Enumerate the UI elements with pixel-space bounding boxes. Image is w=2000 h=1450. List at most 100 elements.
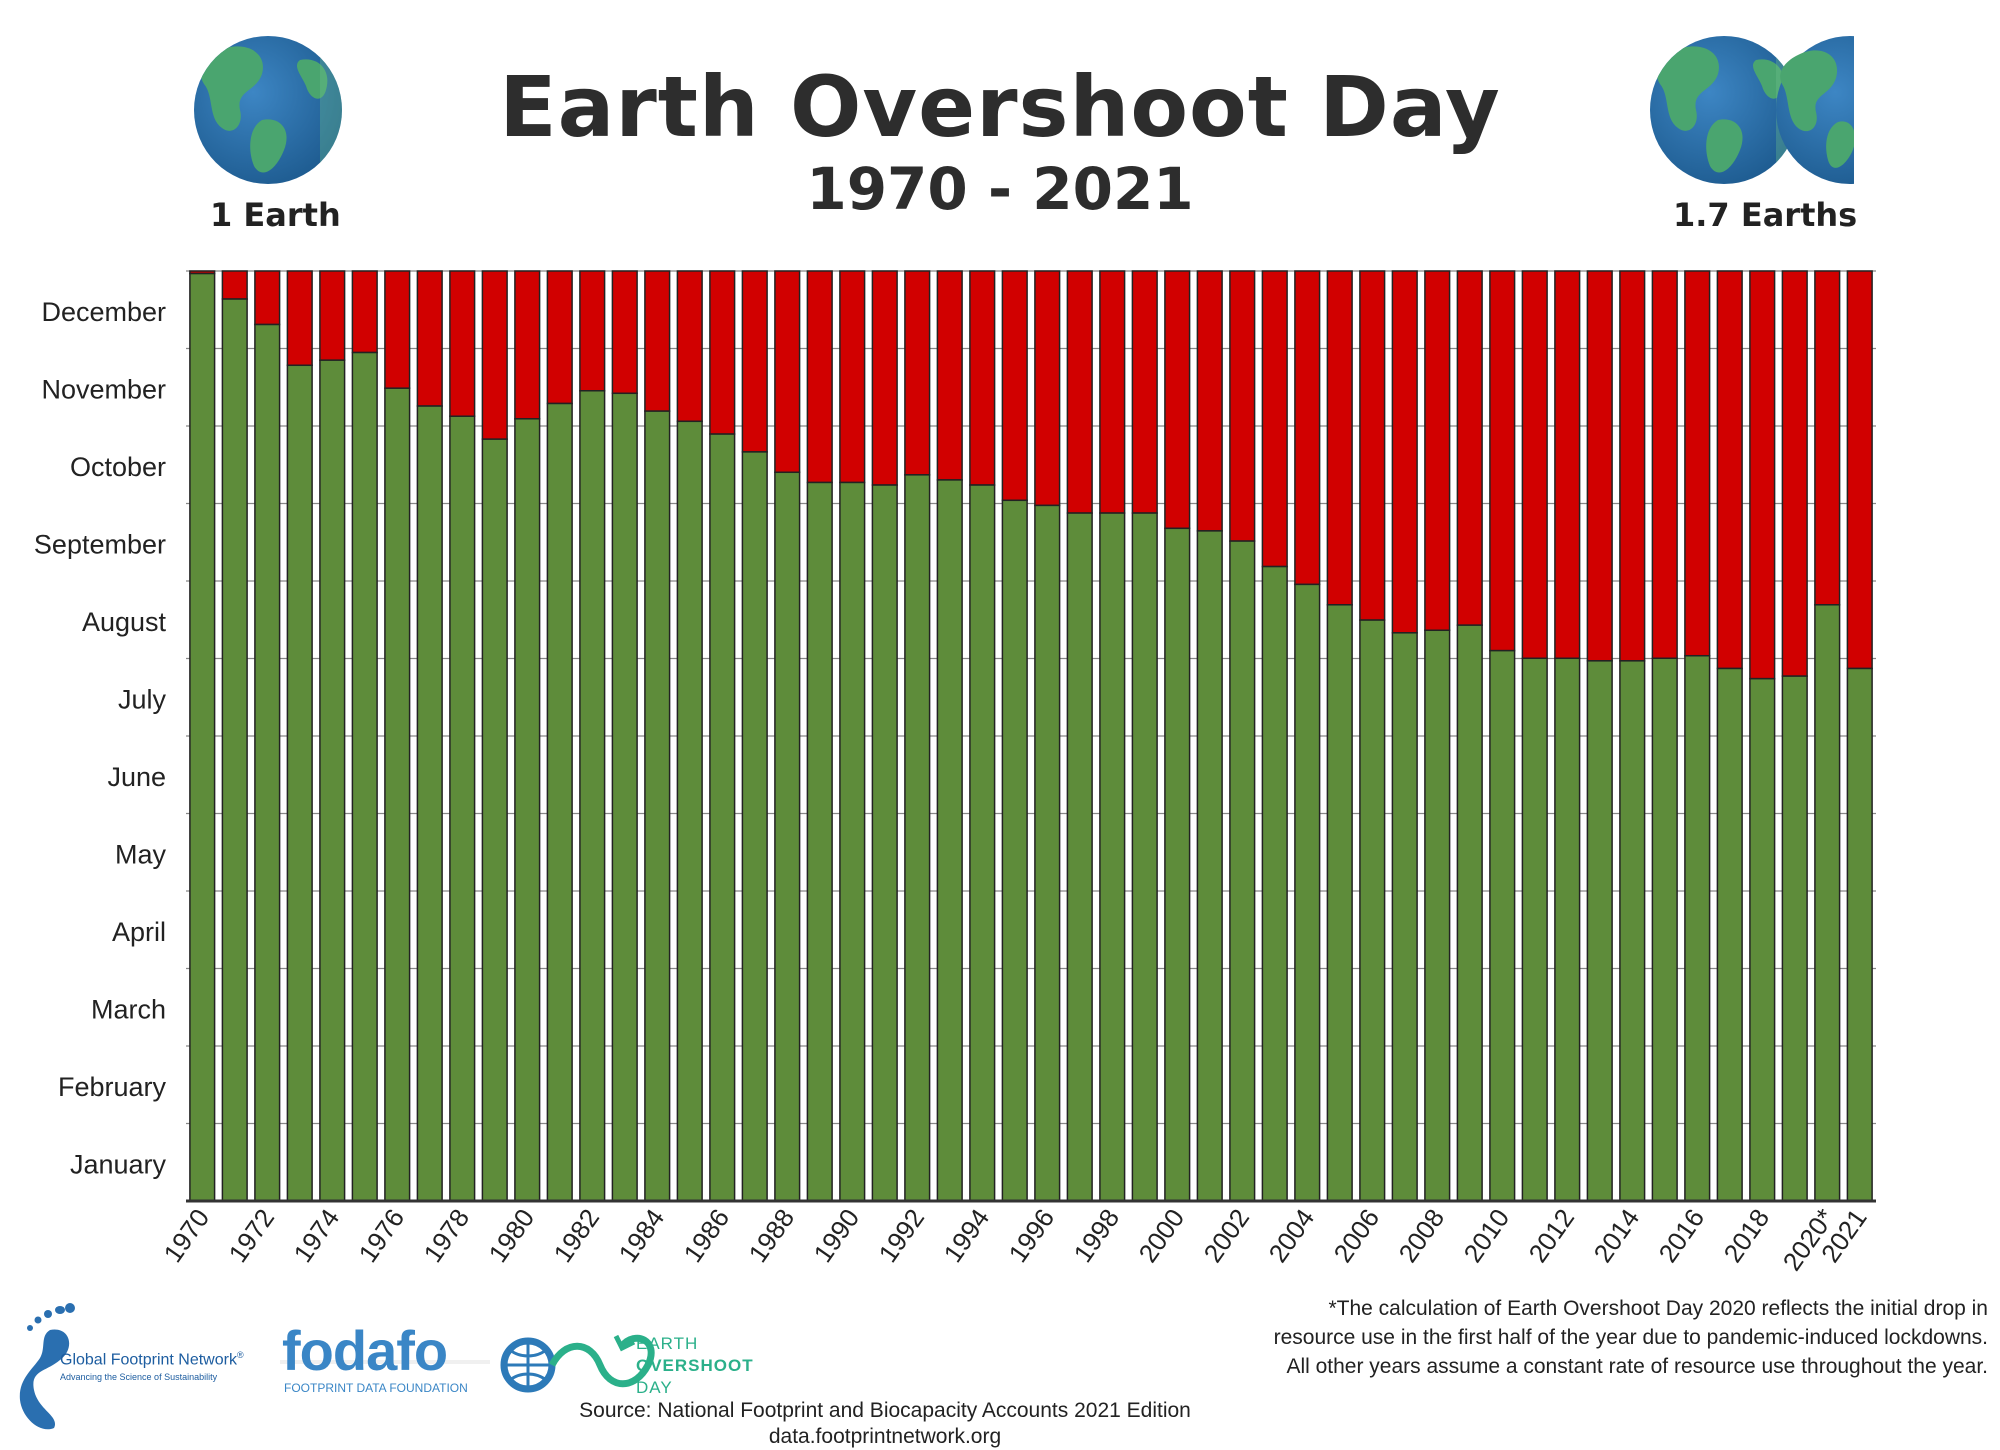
x-tick-label: 2016 — [1652, 1203, 1710, 1268]
bar-1970 — [189, 272, 216, 1202]
bar-overshoot-1990 — [839, 270, 866, 484]
bar-overshoot-2008 — [1424, 270, 1451, 632]
footprint-logo-icon — [19, 1303, 75, 1430]
x-tick-label: 2002 — [1197, 1203, 1255, 1268]
gfn-logo-name: Global Footprint Network® — [60, 1350, 244, 1369]
bar-overshoot-1973 — [286, 270, 313, 367]
bar-overshoot-1977 — [416, 270, 443, 407]
x-tick-label: 1988 — [742, 1203, 800, 1268]
bar-overshoot-1983 — [611, 270, 638, 395]
globe-icon-earth-partial — [1776, 36, 1854, 184]
bar-overshoot-2012 — [1554, 270, 1581, 660]
bar-2014 — [1619, 660, 1646, 1202]
overshoot-bar-chart: December November October September August Ju… — [34, 270, 1876, 1276]
eod-logo-line1: EARTH — [636, 1334, 699, 1353]
y-tick-label: September — [34, 529, 166, 559]
bar-overshoot-2005 — [1326, 270, 1353, 606]
bar-2005 — [1326, 604, 1353, 1202]
x-tick-label: 1986 — [677, 1203, 735, 1268]
y-tick-label: March — [91, 994, 166, 1024]
bar-overshoot-2004 — [1294, 270, 1321, 586]
bar-overshoot-2020 — [1814, 270, 1841, 606]
bar-2012 — [1554, 657, 1581, 1202]
bar-1976 — [384, 387, 411, 1202]
bar-overshoot-1985 — [676, 270, 703, 423]
x-tick-label: 1970 — [157, 1203, 215, 1268]
x-tick-label: 2004 — [1262, 1203, 1320, 1268]
bar-overshoot-2014 — [1619, 270, 1646, 662]
y-tick-label: April — [112, 917, 166, 947]
bar-2015 — [1651, 657, 1678, 1202]
bar-overshoot-2002 — [1229, 270, 1256, 542]
bar-1997 — [1066, 512, 1093, 1202]
bars — [189, 270, 1873, 1202]
source-citation: Source: National Footprint and Biocapaci… — [0, 1398, 1770, 1450]
bar-1999 — [1131, 512, 1158, 1202]
bar-2006 — [1359, 619, 1386, 1202]
bar-1982 — [579, 390, 606, 1202]
x-tick-label: 1994 — [937, 1203, 995, 1268]
x-tick-label: 2010 — [1457, 1203, 1515, 1268]
x-tick-label: 2006 — [1327, 1203, 1385, 1268]
x-tick-label: 1982 — [547, 1203, 605, 1268]
y-axis-labels: December November October September August Ju… — [34, 297, 167, 1180]
bar-2003 — [1261, 565, 1288, 1202]
bar-overshoot-1988 — [774, 270, 801, 474]
bar-overshoot-1997 — [1066, 270, 1093, 514]
bar-2013 — [1586, 660, 1613, 1202]
x-tick-label: 2012 — [1522, 1203, 1580, 1268]
bar-2020 — [1814, 604, 1841, 1202]
y-tick-label: December — [41, 297, 166, 327]
bar-1973 — [286, 364, 313, 1202]
source-url: data.footprintnetwork.org — [768, 1425, 1002, 1448]
fodafo-logo-icon — [280, 1360, 490, 1364]
y-tick-label: May — [115, 839, 167, 869]
bar-2010 — [1489, 649, 1516, 1202]
y-tick-label: July — [118, 684, 167, 714]
y-tick-label: November — [41, 374, 166, 404]
bar-1972 — [254, 323, 281, 1202]
x-tick-label: 1984 — [612, 1203, 670, 1268]
bar-overshoot-1979 — [481, 270, 508, 440]
footnote-line: All other years assume a constant rate o… — [1286, 1355, 1988, 1378]
bar-overshoot-2019 — [1781, 270, 1808, 677]
bar-1992 — [904, 474, 931, 1202]
bar-overshoot-2009 — [1456, 270, 1483, 626]
x-tick-label: 2008 — [1392, 1203, 1450, 1268]
bar-1984 — [644, 410, 671, 1202]
bar-1987 — [741, 451, 768, 1202]
x-tick-label: 2000 — [1132, 1203, 1190, 1268]
earth-overshoot-day-logo-icon — [500, 1334, 655, 1393]
bar-2019 — [1781, 675, 1808, 1202]
bar-2007 — [1391, 632, 1418, 1202]
bar-2000 — [1164, 527, 1191, 1202]
bar-overshoot-2015 — [1651, 270, 1678, 660]
bar-2004 — [1294, 583, 1321, 1202]
bar-2001 — [1196, 530, 1223, 1202]
bar-1974 — [319, 359, 346, 1202]
bar-overshoot-2010 — [1489, 270, 1516, 652]
bar-1991 — [871, 484, 898, 1202]
footnote: *The calculation of Earth Overshoot Day … — [1088, 1294, 1988, 1381]
bar-overshoot-1978 — [449, 270, 476, 417]
bar-1989 — [806, 481, 833, 1202]
x-tick-label: 1978 — [417, 1203, 475, 1268]
bar-overshoot-1976 — [384, 270, 411, 389]
bar-overshoot-2001 — [1196, 270, 1223, 532]
bar-1971 — [221, 298, 248, 1202]
bar-overshoot-2000 — [1164, 270, 1191, 530]
bar-overshoot-2021 — [1846, 270, 1873, 670]
y-tick-label: February — [58, 1072, 167, 1102]
bar-1996 — [1034, 504, 1061, 1202]
y-tick-label: June — [107, 762, 166, 792]
bar-overshoot-1980 — [514, 270, 541, 420]
x-tick-label: 2014 — [1587, 1203, 1645, 1268]
eod-logo-line2: OVERSHOOT — [636, 1356, 754, 1375]
bar-2017 — [1716, 667, 1743, 1202]
bar-overshoot-1992 — [904, 270, 931, 476]
bar-overshoot-1981 — [546, 270, 573, 405]
bar-overshoot-1974 — [319, 270, 346, 361]
bar-1977 — [416, 405, 443, 1202]
eod-logo-line3: DAY — [636, 1378, 673, 1397]
bar-2009 — [1456, 624, 1483, 1202]
